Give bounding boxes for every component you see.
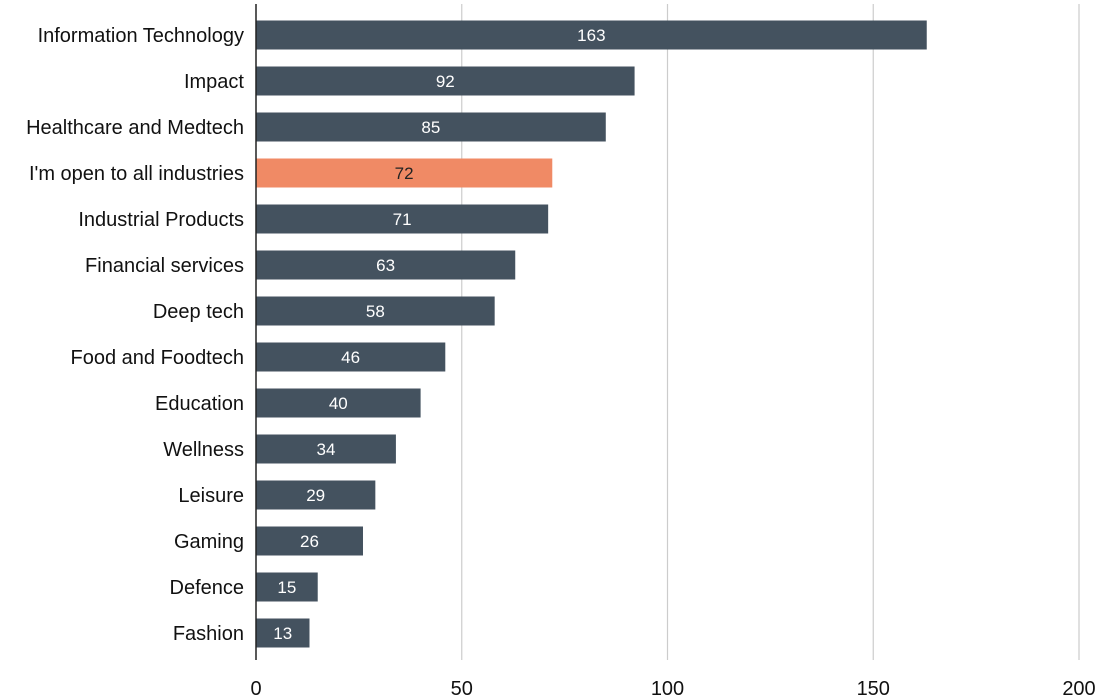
gridlines (461, 4, 1080, 660)
bar-value-label: 71 (393, 210, 412, 229)
bar (256, 204, 549, 234)
category-label: Information Technology (38, 25, 244, 47)
bar (256, 526, 363, 556)
category-labels: Information Technology Impact Healthcare a… (26, 25, 244, 645)
x-tick-label: 100 (651, 678, 684, 699)
x-tick-label: 150 (857, 678, 890, 699)
bar (256, 480, 376, 510)
x-tick-label: 200 (1062, 678, 1095, 699)
category-label: Wellness (163, 439, 244, 461)
bar (256, 158, 553, 188)
category-label: Defence (170, 577, 245, 599)
category-label: Healthcare and Medtech (26, 117, 244, 139)
bar-value-label: 163 (577, 26, 605, 45)
bar (256, 20, 927, 50)
bar-value-label: 15 (277, 578, 296, 597)
category-label: Deep tech (153, 301, 244, 323)
category-label: Impact (184, 71, 244, 93)
bar (256, 572, 318, 602)
category-label: Gaming (174, 531, 244, 553)
bars: 163 92 85 72 71 63 58 46 40 34 29 26 15 13 (256, 20, 927, 648)
bar-value-label: 40 (329, 394, 348, 413)
x-tick-label: 0 (250, 678, 261, 699)
category-label: Education (155, 393, 244, 415)
x-tick-label: 50 (451, 678, 473, 699)
bar (256, 296, 495, 326)
bar-value-label: 85 (421, 118, 440, 137)
bar-value-label: 92 (436, 72, 455, 91)
category-label: Financial services (85, 255, 244, 277)
bar (256, 66, 635, 96)
x-axis-tick-labels: 0 50 100 150 200 (250, 678, 1095, 699)
category-label: Fashion (173, 623, 244, 645)
bar-value-label: 72 (395, 164, 414, 183)
bar (256, 434, 396, 464)
bar-value-label: 58 (366, 302, 385, 321)
bar (256, 342, 446, 372)
bar-value-label: 46 (341, 348, 360, 367)
bar (256, 250, 516, 280)
bar-value-label: 63 (376, 256, 395, 275)
bar (256, 388, 421, 418)
bar (256, 112, 606, 142)
bar (256, 618, 310, 648)
category-label: Food and Foodtech (71, 347, 244, 369)
bar-value-label: 13 (273, 624, 292, 643)
category-label: Leisure (178, 485, 244, 507)
bar-value-label: 34 (316, 440, 335, 459)
category-label: I'm open to all industries (29, 163, 244, 185)
category-label: Industrial Products (78, 209, 244, 231)
bar-value-label: 26 (300, 532, 319, 551)
bar-value-label: 29 (306, 486, 325, 505)
